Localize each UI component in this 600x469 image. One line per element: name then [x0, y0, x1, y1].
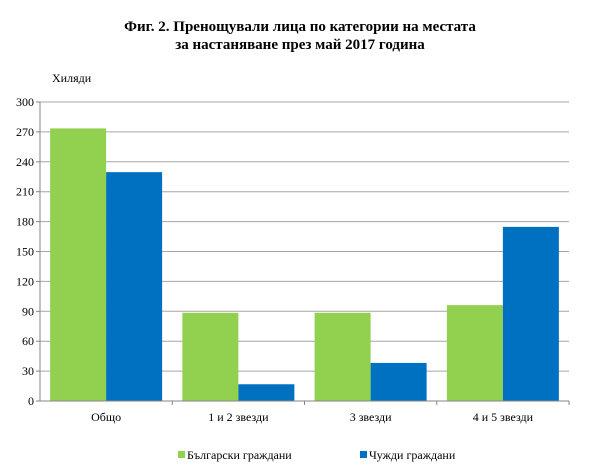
bar [182, 312, 239, 401]
bar [238, 384, 295, 401]
legend-swatch [360, 451, 367, 458]
bar [446, 305, 503, 401]
bar [106, 172, 163, 401]
y-tick-label: 150 [16, 245, 34, 259]
bar [314, 312, 371, 401]
y-tick-label: 240 [16, 155, 34, 169]
y-tick-label: 300 [16, 95, 34, 109]
bar [50, 128, 107, 401]
y-tick-label: 120 [16, 274, 34, 288]
chart-title-line1: Фиг. 2. Пренощували лица по категории на… [124, 19, 476, 35]
y-tick-label: 60 [22, 334, 34, 348]
x-tick-label: 1 и 2 звезди [208, 410, 269, 424]
bar [370, 362, 427, 401]
chart-title-line2: за настаняване през май 2017 година [175, 37, 425, 53]
legend-swatch [178, 451, 185, 458]
y-axis-label: Хиляди [52, 71, 92, 85]
y-tick-label: 0 [28, 394, 34, 408]
legend-label: Чужди граждани [369, 448, 456, 462]
bar [502, 226, 559, 401]
x-tick-label: Общо [91, 410, 121, 424]
x-tick-label: 4 и 5 звезди [473, 410, 534, 424]
y-tick-label: 180 [16, 215, 34, 229]
y-tick-label: 210 [16, 185, 34, 199]
x-tick-label: 3 звезди [350, 410, 392, 424]
y-tick-label: 270 [16, 125, 34, 139]
y-tick-label: 90 [22, 304, 34, 318]
y-tick-label: 30 [22, 364, 34, 378]
legend-label: Български граждани [187, 448, 292, 462]
